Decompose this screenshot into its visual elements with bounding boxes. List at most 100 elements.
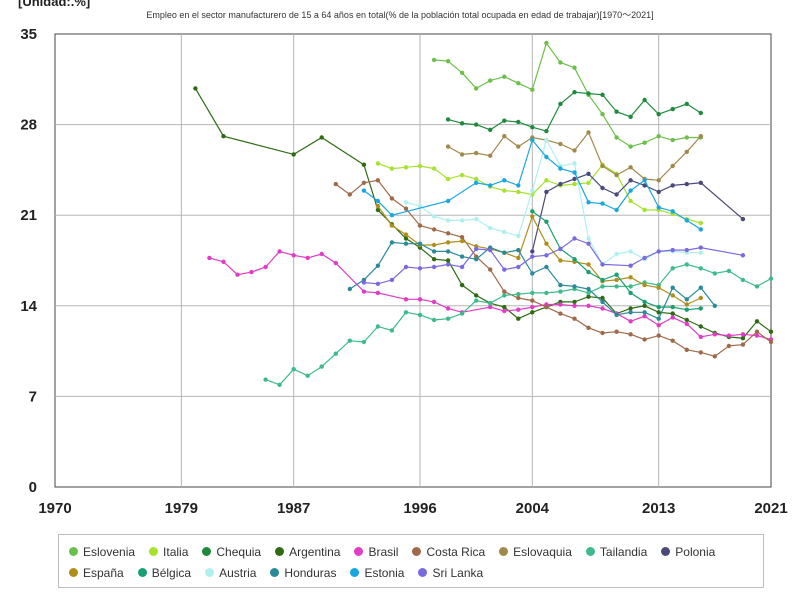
- data-point: [431, 249, 437, 254]
- data-point: [684, 302, 689, 307]
- data-point: [403, 297, 409, 302]
- data-point: [712, 354, 717, 359]
- data-point: [628, 310, 633, 315]
- data-point: [698, 324, 703, 329]
- data-point: [530, 290, 535, 296]
- legend-label: Bélgica: [151, 565, 192, 580]
- series-eslovenia: [431, 40, 703, 149]
- data-point: [656, 205, 661, 210]
- data-point: [684, 307, 689, 312]
- data-point: [502, 304, 507, 310]
- data-point: [403, 165, 409, 170]
- data-point: [586, 290, 591, 296]
- data-point: [586, 286, 591, 292]
- data-point: [445, 218, 451, 223]
- data-point: [488, 301, 493, 306]
- data-point: [544, 219, 549, 224]
- series-chequia: [445, 90, 703, 134]
- data-point: [642, 140, 647, 145]
- data-point: [375, 263, 381, 268]
- data-point: [488, 78, 493, 83]
- data-point: [530, 249, 535, 254]
- data-point: [305, 373, 310, 378]
- data-point: [445, 262, 451, 267]
- data-point: [389, 166, 395, 171]
- data-point: [740, 332, 746, 337]
- data-point: [403, 236, 409, 241]
- data-point: [656, 323, 661, 328]
- data-point: [670, 183, 675, 188]
- data-point: [263, 264, 268, 270]
- data-point: [431, 227, 437, 232]
- data-point: [459, 121, 465, 126]
- data-point: [698, 220, 703, 226]
- data-point: [445, 258, 451, 263]
- data-point: [516, 233, 521, 239]
- data-point: [558, 246, 563, 252]
- data-point: [586, 91, 591, 96]
- data-point: [684, 149, 689, 154]
- data-point: [277, 249, 282, 254]
- data-point: [656, 189, 661, 195]
- data-point: [431, 317, 437, 323]
- data-point: [726, 333, 732, 338]
- data-point: [628, 306, 633, 311]
- data-point: [726, 343, 732, 349]
- data-point: [614, 251, 619, 257]
- series-line: [377, 162, 701, 224]
- data-point: [642, 337, 647, 342]
- data-point: [670, 311, 675, 316]
- data-point: [754, 319, 760, 324]
- series-tailandia: [263, 262, 774, 387]
- data-point: [459, 235, 465, 240]
- data-point: [361, 188, 367, 193]
- legend-label: Argentina: [289, 544, 341, 559]
- data-point: [361, 289, 367, 294]
- y-tick-label: 7: [29, 388, 37, 405]
- data-point: [459, 238, 465, 244]
- data-point: [698, 350, 703, 355]
- legend-label: Honduras: [284, 565, 337, 580]
- data-point: [516, 119, 521, 125]
- data-point: [572, 299, 577, 305]
- data-point: [488, 267, 493, 272]
- data-point: [586, 262, 591, 267]
- data-point: [516, 189, 521, 195]
- legend-label: Austria: [219, 565, 257, 580]
- data-point: [431, 166, 437, 171]
- data-point: [712, 271, 717, 276]
- data-point: [530, 304, 535, 310]
- data-point: [403, 206, 409, 211]
- data-point: [586, 130, 591, 135]
- legend-marker: [202, 547, 212, 556]
- data-point: [375, 203, 381, 209]
- data-point: [684, 181, 689, 187]
- data-point: [347, 192, 352, 197]
- data-point: [670, 163, 675, 169]
- data-point: [656, 310, 661, 315]
- data-point: [600, 295, 605, 301]
- data-point: [642, 303, 647, 308]
- data-point: [389, 196, 395, 201]
- data-point: [291, 152, 296, 157]
- data-point: [642, 314, 647, 319]
- data-point: [488, 225, 493, 231]
- data-point: [488, 247, 493, 253]
- legend-label: Chequia: [216, 544, 262, 559]
- data-point: [361, 280, 367, 285]
- data-point: [572, 236, 577, 241]
- data-point: [474, 150, 479, 156]
- data-point: [572, 161, 577, 166]
- data-point: [530, 188, 535, 193]
- data-point: [698, 227, 703, 232]
- data-point: [558, 258, 563, 263]
- data-point: [361, 162, 367, 167]
- data-point: [319, 251, 324, 257]
- data-point: [459, 70, 465, 76]
- data-point: [656, 333, 661, 338]
- legend-item-belgica: Bélgica: [137, 562, 192, 583]
- data-point: [740, 342, 746, 347]
- legend-item-estonia: Estonia: [350, 562, 404, 583]
- data-point: [474, 86, 479, 91]
- data-point: [502, 250, 507, 255]
